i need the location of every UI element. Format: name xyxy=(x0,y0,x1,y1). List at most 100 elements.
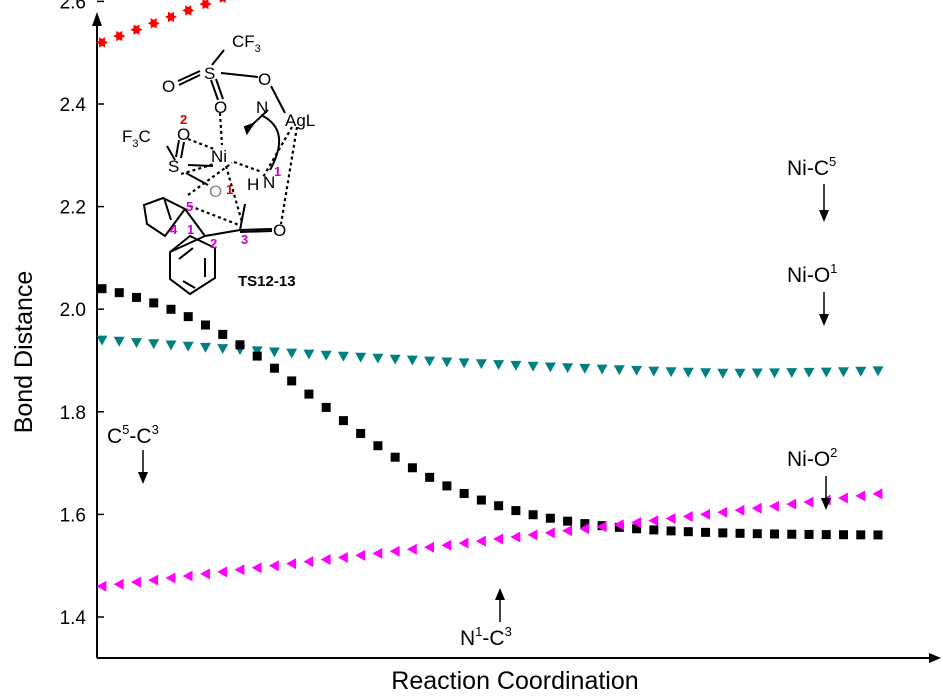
data-point-c5-c3 xyxy=(97,284,107,294)
data-point-ni-c5 xyxy=(147,18,160,29)
data-point-n1-c3 xyxy=(234,564,245,576)
data-point-n1-c3 xyxy=(406,543,417,555)
data-point-ni-o2 xyxy=(596,364,608,375)
data-point-n1-c3 xyxy=(303,556,314,568)
data-point-n1-c3 xyxy=(493,533,503,545)
data-point-ni-o2 xyxy=(389,354,401,365)
atom-o-right: O xyxy=(258,70,271,89)
x-axis-title: Reaction Coordination xyxy=(391,667,638,695)
y-tick-label: 2.0 xyxy=(60,300,86,321)
data-point-n1-c3 xyxy=(751,502,762,514)
data-point-n1-c3 xyxy=(665,513,676,524)
data-point-n1-c3 xyxy=(148,574,159,586)
data-point-ni-o2 xyxy=(493,360,505,370)
data-point-c5-c3 xyxy=(839,530,849,540)
data-point-ni-o2 xyxy=(458,358,470,369)
data-point-c5-c3 xyxy=(804,529,814,539)
annotation-arrowhead xyxy=(819,210,829,222)
atom-n-top: N xyxy=(256,98,268,117)
series-n1-c3 xyxy=(96,488,883,592)
data-point-ni-o2 xyxy=(700,368,712,379)
data-point-n1-c3 xyxy=(769,500,779,512)
data-point-ni-c5 xyxy=(113,30,126,42)
data-point-n1-c3 xyxy=(200,568,210,580)
atom-number-magenta: 5 xyxy=(186,199,193,214)
data-point-n1-c3 xyxy=(217,566,228,578)
y-axis-ticks: 1.41.61.82.02.22.42.62.83.03.23.43.63.8 xyxy=(60,0,104,629)
annotation-n1-c3: N1-C3 xyxy=(460,588,512,650)
data-point-n1-c3 xyxy=(838,492,848,504)
data-point-ni-c5 xyxy=(165,11,177,23)
data-point-n1-c3 xyxy=(372,547,383,559)
series-ni-o2 xyxy=(96,335,884,379)
svg-text:N1-C3: N1-C3 xyxy=(460,624,512,650)
data-point-ni-o2 xyxy=(96,335,108,346)
data-point-c5-c3 xyxy=(252,351,262,361)
svg-text:Ni-O2: Ni-O2 xyxy=(787,445,837,471)
atom-number-magenta: 3 xyxy=(241,232,248,247)
data-point-ni-o2 xyxy=(734,368,746,379)
data-point-ni-o2 xyxy=(165,340,177,351)
data-point-ni-o2 xyxy=(820,367,832,378)
data-point-n1-c3 xyxy=(544,527,555,539)
data-point-c5-c3 xyxy=(735,528,745,538)
data-point-c5-c3 xyxy=(149,298,159,308)
data-point-c5-c3 xyxy=(373,441,383,451)
data-point-c5-c3 xyxy=(407,463,417,473)
data-point-n1-c3 xyxy=(424,541,434,553)
data-point-n1-c3 xyxy=(527,529,538,541)
data-point-n1-c3 xyxy=(613,519,624,531)
data-point-ni-o2 xyxy=(475,359,487,370)
data-point-ni-o2 xyxy=(372,353,384,364)
data-point-ni-o2 xyxy=(182,341,194,352)
atom-ni: Ni xyxy=(211,147,227,166)
data-point-n1-c3 xyxy=(872,488,883,500)
atom-s-top: S xyxy=(204,64,215,83)
data-point-n1-c3 xyxy=(389,545,400,557)
y-tick-label: 2.4 xyxy=(60,95,87,116)
atom-agl: AgL xyxy=(285,111,315,130)
data-point-ni-o2 xyxy=(510,360,522,371)
data-point-ni-o2 xyxy=(131,338,142,348)
data-point-n1-c3 xyxy=(717,506,728,518)
series-c5-c3 xyxy=(97,284,883,540)
annotation-c5-c3: C5-C3 xyxy=(107,422,159,484)
data-point-c5-c3 xyxy=(131,292,141,302)
y-axis-title: Bond Distance xyxy=(10,271,38,434)
data-point-ni-c5 xyxy=(219,0,226,3)
data-point-n1-c3 xyxy=(286,558,297,570)
data-point-ni-o2 xyxy=(665,367,677,378)
data-point-ni-o2 xyxy=(769,368,780,379)
data-point-n1-c3 xyxy=(337,552,348,563)
x-axis-arrow xyxy=(929,653,941,663)
data-point-c5-c3 xyxy=(787,529,797,539)
data-point-c5-c3 xyxy=(580,519,590,529)
data-point-n1-c3 xyxy=(182,570,193,582)
data-point-n1-c3 xyxy=(441,539,452,551)
data-point-n1-c3 xyxy=(96,580,107,592)
data-point-c5-c3 xyxy=(200,320,210,330)
data-point-c5-c3 xyxy=(166,304,176,314)
atom-o-carbonyl: O xyxy=(273,221,286,240)
y-tick-label: 2.6 xyxy=(60,0,86,13)
data-point-c5-c3 xyxy=(459,488,469,498)
data-point-ni-c5 xyxy=(130,24,143,35)
y-tick-label: 2.2 xyxy=(60,198,86,219)
annotation-ni-o2: Ni-O2 xyxy=(787,445,837,510)
data-point-c5-c3 xyxy=(114,288,124,298)
data-point-n1-c3 xyxy=(682,511,693,522)
svg-text:C5-C3: C5-C3 xyxy=(107,422,159,448)
atom-f3c: F3C xyxy=(122,127,151,150)
data-point-c5-c3 xyxy=(873,530,883,540)
data-point-ni-o2 xyxy=(113,336,125,347)
data-point-ni-o2 xyxy=(631,365,643,376)
data-point-n1-c3 xyxy=(320,554,331,565)
data-point-c5-c3 xyxy=(683,527,693,537)
annotation-arrowhead xyxy=(819,314,829,326)
atom-o-left: O xyxy=(162,77,175,96)
data-point-c5-c3 xyxy=(752,529,762,539)
data-point-c5-c3 xyxy=(235,340,245,350)
annotation-ni-c5: Ni-C5 xyxy=(787,154,836,222)
data-point-c5-c3 xyxy=(511,506,521,516)
data-point-c5-c3 xyxy=(494,501,504,511)
